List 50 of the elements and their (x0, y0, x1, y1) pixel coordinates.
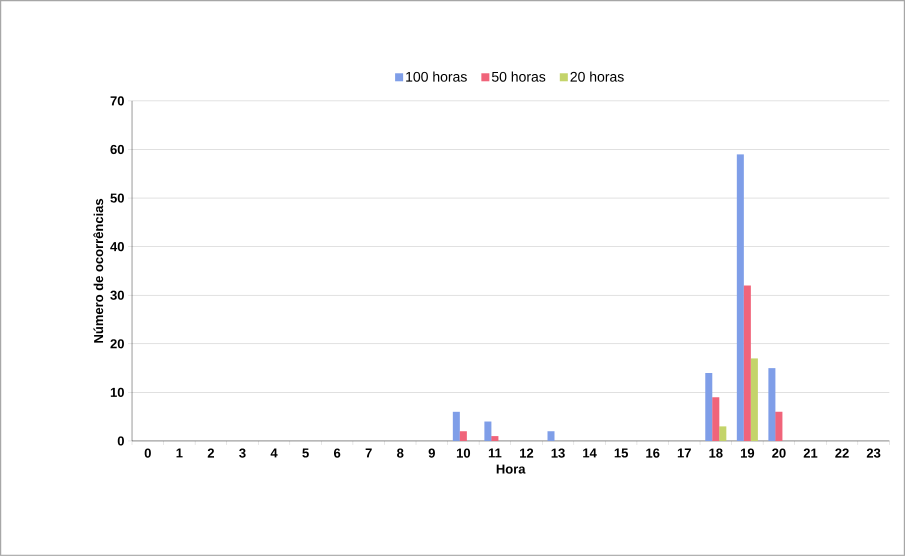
x-tick-label: 14 (583, 448, 597, 458)
y-tick-label: 50 (110, 194, 124, 203)
x-tick-label: 13 (552, 448, 565, 458)
bar (775, 412, 782, 441)
x-tick-label: 2 (208, 448, 214, 458)
y-tick-label: 10 (110, 388, 124, 398)
y-tick-label: 70 (110, 96, 124, 106)
y-tick-label: 20 (110, 339, 124, 348)
y-tick-label: 60 (110, 144, 124, 154)
bar (736, 154, 744, 441)
x-tick-label: 0 (144, 448, 151, 458)
x-tick-label: 7 (366, 448, 372, 458)
x-tick-label: 3 (239, 448, 246, 458)
legend-label: 50 horas (492, 72, 546, 82)
legend-label: 100 horas (406, 72, 467, 82)
bar (452, 412, 460, 441)
x-tick-label: 17 (678, 448, 691, 458)
bar (750, 358, 758, 441)
x-tick-label: 4 (270, 448, 278, 458)
x-tick-label: 10 (456, 448, 470, 458)
x-tick-label: 20 (772, 448, 786, 458)
x-tick-label: 11 (488, 448, 502, 458)
x-tick-label: 23 (866, 448, 880, 458)
x-tick-label: 19 (740, 448, 754, 458)
y-axis-title: Número de ocorrências (93, 198, 104, 343)
bar (744, 286, 751, 441)
x-tick-label: 1 (176, 448, 183, 458)
bar (768, 368, 776, 441)
x-tick-label: 15 (614, 448, 628, 458)
y-tick-label: 0 (118, 436, 124, 446)
x-axis-title: Hora (496, 464, 526, 474)
x-tick-label: 6 (334, 448, 340, 458)
bar (460, 431, 467, 441)
x-tick-label: 8 (397, 448, 404, 458)
bar (547, 431, 555, 441)
x-tick-label: 22 (835, 448, 849, 458)
x-tick-label: 9 (428, 448, 435, 458)
x-tick-label: 21 (804, 448, 818, 458)
bar (712, 397, 720, 441)
x-tick-label: 12 (520, 448, 534, 458)
bar (719, 426, 726, 441)
x-tick-label: 5 (302, 448, 309, 458)
bar (491, 436, 498, 441)
bar (484, 422, 492, 441)
y-tick-label: 30 (110, 290, 124, 300)
x-tick-label: 16 (646, 448, 660, 458)
y-tick-label: 40 (110, 242, 124, 252)
x-tick-label: 18 (709, 448, 723, 458)
legend-label: 20 horas (570, 72, 624, 82)
bar (705, 372, 712, 441)
